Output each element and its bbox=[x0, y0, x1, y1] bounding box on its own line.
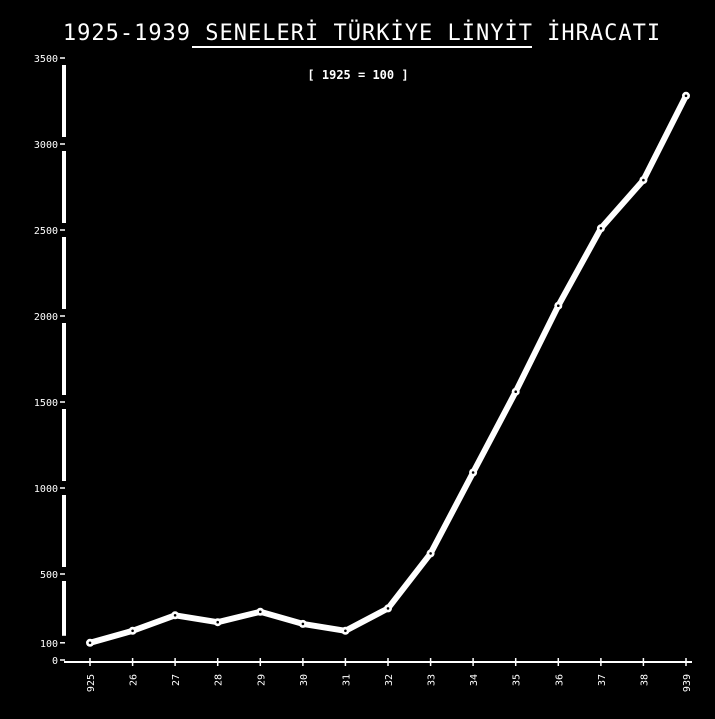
x-tick-label: 33 bbox=[427, 674, 438, 686]
data-point-center bbox=[216, 620, 219, 624]
x-tick-label: 30 bbox=[299, 674, 310, 686]
data-point-center bbox=[173, 614, 177, 617]
data-point-center bbox=[514, 390, 517, 394]
data-point-center bbox=[599, 227, 603, 230]
y-tick-label: 100 bbox=[40, 639, 58, 650]
x-tick-label: 28 bbox=[214, 674, 225, 686]
y-tick-label: 3000 bbox=[34, 140, 58, 151]
data-point-center bbox=[344, 629, 347, 633]
y-tick-label: 3500 bbox=[34, 54, 58, 65]
data-point-center bbox=[131, 629, 134, 633]
data-point-center bbox=[642, 178, 645, 182]
x-tick-label: 939 bbox=[682, 674, 693, 692]
data-point-center bbox=[386, 607, 390, 610]
y-tick-label: 2000 bbox=[34, 312, 58, 323]
y-tick-label: 2500 bbox=[34, 226, 58, 237]
x-axis: 925 26 27 28 29 30 31 32 33 34 35 36 37 38 939 bbox=[64, 658, 693, 692]
x-tick-label: 36 bbox=[554, 674, 565, 686]
x-tick-label: 31 bbox=[341, 674, 352, 686]
data-point-center bbox=[471, 471, 475, 474]
data-point-center bbox=[684, 94, 688, 98]
y-axis: 0 100 500 1000 1500 2000 2500 3000 3500 bbox=[34, 54, 66, 667]
y-tick-label: 0 bbox=[52, 656, 58, 667]
x-tick-label: 38 bbox=[639, 674, 650, 686]
x-tick-label: 32 bbox=[384, 674, 395, 686]
y-tick-label: 1000 bbox=[34, 484, 58, 495]
x-tick-label: 27 bbox=[171, 674, 182, 686]
x-tick-label: 925 bbox=[86, 674, 97, 692]
y-tick-label: 500 bbox=[40, 570, 58, 581]
data-point-center bbox=[88, 641, 92, 645]
data-point-center bbox=[259, 610, 262, 614]
x-tick-label: 29 bbox=[256, 674, 267, 686]
data-point-center bbox=[301, 622, 305, 626]
series-layer bbox=[86, 91, 690, 647]
chart-subtitle: [ 1925 = 100 ] bbox=[307, 68, 408, 82]
data-point-center bbox=[557, 304, 560, 308]
x-tick-label: 35 bbox=[512, 674, 523, 686]
x-tick-label: 34 bbox=[469, 674, 480, 686]
y-tick-label: 1500 bbox=[34, 398, 58, 409]
chart-title: 1925-1939 SENELERİ TÜRKİYE LİNYİT İHRACA… bbox=[63, 20, 661, 46]
x-tick-label: 37 bbox=[597, 674, 608, 686]
x-tick-label: 26 bbox=[129, 674, 140, 686]
data-point-center bbox=[429, 552, 432, 555]
